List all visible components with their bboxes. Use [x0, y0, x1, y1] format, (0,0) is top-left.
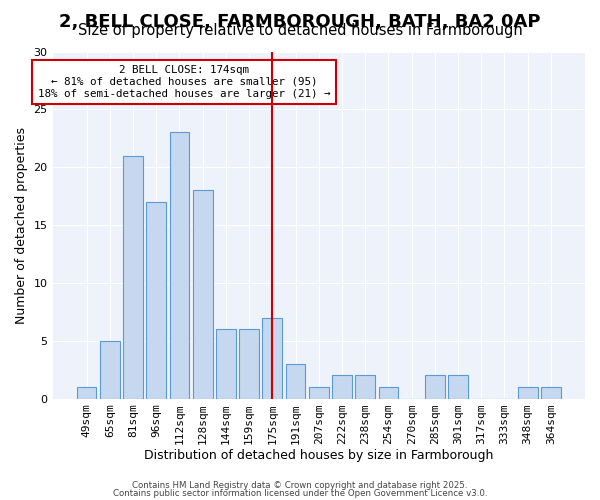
- Text: Contains HM Land Registry data © Crown copyright and database right 2025.: Contains HM Land Registry data © Crown c…: [132, 481, 468, 490]
- Bar: [100, 340, 119, 398]
- Bar: [286, 364, 305, 398]
- Bar: [262, 318, 282, 398]
- X-axis label: Distribution of detached houses by size in Farmborough: Distribution of detached houses by size …: [144, 450, 493, 462]
- Bar: [541, 387, 561, 398]
- Text: 2 BELL CLOSE: 174sqm
← 81% of detached houses are smaller (95)
18% of semi-detac: 2 BELL CLOSE: 174sqm ← 81% of detached h…: [38, 66, 331, 98]
- Bar: [170, 132, 190, 398]
- Bar: [193, 190, 212, 398]
- Bar: [123, 156, 143, 398]
- Bar: [309, 387, 329, 398]
- Bar: [425, 376, 445, 398]
- Text: Size of property relative to detached houses in Farmborough: Size of property relative to detached ho…: [77, 22, 523, 38]
- Bar: [216, 329, 236, 398]
- Bar: [77, 387, 97, 398]
- Bar: [448, 376, 468, 398]
- Bar: [355, 376, 375, 398]
- Text: 2, BELL CLOSE, FARMBOROUGH, BATH, BA2 0AP: 2, BELL CLOSE, FARMBOROUGH, BATH, BA2 0A…: [59, 12, 541, 30]
- Bar: [518, 387, 538, 398]
- Y-axis label: Number of detached properties: Number of detached properties: [15, 126, 28, 324]
- Bar: [146, 202, 166, 398]
- Bar: [239, 329, 259, 398]
- Bar: [332, 376, 352, 398]
- Bar: [379, 387, 398, 398]
- Text: Contains public sector information licensed under the Open Government Licence v3: Contains public sector information licen…: [113, 488, 487, 498]
